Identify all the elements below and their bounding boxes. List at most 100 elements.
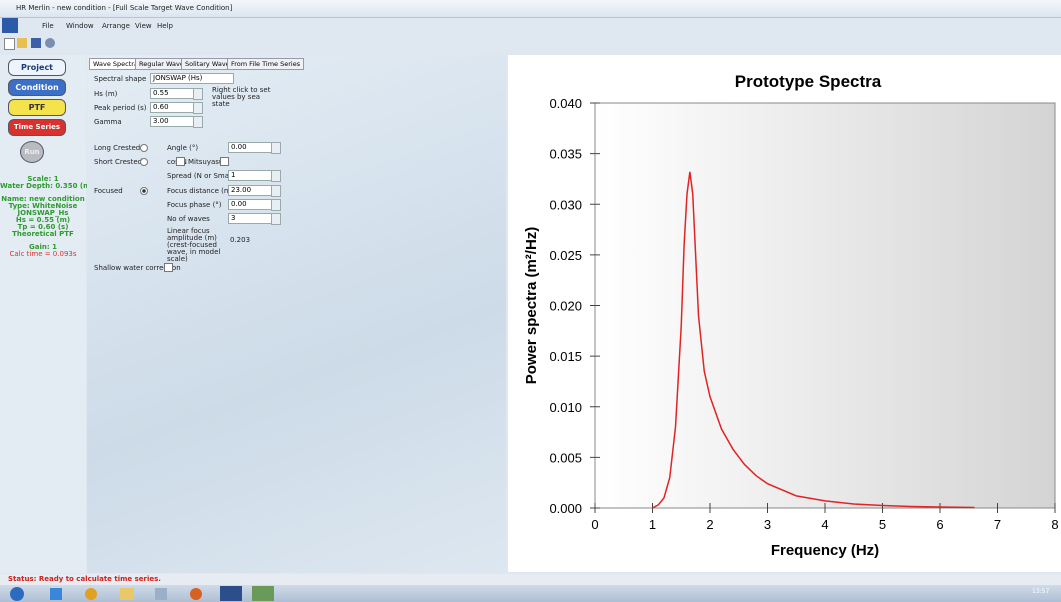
input-box[interactable]: 0.60 [150, 102, 194, 113]
taskbar-app[interactable] [190, 588, 202, 600]
field-label: Focus phase (°) [167, 201, 222, 209]
chart: Prototype Spectra Frequency (Hz) Power spe… [508, 55, 1061, 572]
app-logo [2, 18, 18, 33]
input-box[interactable]: 0.55 [150, 88, 194, 99]
taskbar-app[interactable] [252, 586, 274, 601]
status-text: Status: Ready to calculate time series. [8, 575, 161, 583]
field-label: Shallow water correction [94, 264, 181, 272]
x-tick-label: 0 [591, 517, 598, 532]
calc-time: Calc time = 0.093s [9, 250, 77, 258]
dropdown[interactable]: JONSWAP (Hs) [150, 73, 234, 84]
field-label: Peak period (s) [94, 104, 147, 112]
radio[interactable] [140, 144, 148, 152]
taskbar-app[interactable] [85, 588, 97, 600]
info-text: Name: new condition [1, 195, 85, 203]
info-text: Hs = 0.55 (m) [15, 216, 71, 224]
open-icon[interactable] [17, 38, 27, 48]
x-tick-label: 4 [821, 517, 828, 532]
plot-area [594, 102, 1056, 509]
y-tick-label: 0.025 [549, 248, 582, 263]
field-label: Angle (°) [167, 144, 199, 152]
spinner[interactable] [271, 185, 281, 197]
input-box[interactable]: 3 [228, 213, 272, 224]
status-bar: Status: Ready to calculate time series. [0, 574, 1061, 585]
field-label: 0.203 [230, 236, 251, 244]
taskbar: 13:57 [0, 585, 1061, 602]
save-icon[interactable] [31, 38, 41, 48]
taskbar-app[interactable] [50, 588, 62, 600]
spinner[interactable] [193, 88, 203, 100]
y-tick-label: 0.005 [549, 450, 582, 465]
condition-button[interactable]: Condition [8, 79, 66, 96]
spinner[interactable] [271, 199, 281, 211]
info-text: Tp = 0.60 (s) [17, 223, 69, 231]
y-tick-label: 0.030 [549, 197, 582, 212]
info-text: Gain: 1 [29, 243, 57, 251]
form-panel [87, 55, 506, 573]
time-series-button[interactable]: Time Series [8, 119, 66, 136]
spinner[interactable] [271, 142, 281, 154]
taskbar-app[interactable] [155, 588, 167, 600]
input-box[interactable]: 23.00 [228, 185, 272, 196]
chart-title: Prototype Spectra [735, 72, 882, 91]
x-tick-label: 5 [879, 517, 886, 532]
y-tick-label: 0.020 [549, 299, 582, 314]
info-text: Theoretical PTF [12, 230, 74, 238]
sidebar: Project Condition PTF Time Series Run Sc… [0, 55, 94, 573]
field-label: Mitsuyasu [188, 158, 224, 166]
field-label: Gamma [94, 118, 122, 126]
checkbox[interactable] [164, 263, 173, 272]
menu-bar: File Window Arrange View Help [0, 18, 1061, 34]
input-box[interactable]: 1 [228, 170, 272, 181]
project-button[interactable]: Project [8, 59, 66, 76]
new-icon[interactable] [4, 38, 15, 50]
spectrum-line [652, 171, 975, 509]
spinner[interactable] [271, 213, 281, 225]
x-axis-label: Frequency (Hz) [771, 542, 879, 559]
menu-item[interactable]: Window [66, 22, 94, 30]
field-label: Focused [94, 187, 123, 195]
radio-selected[interactable] [140, 187, 148, 195]
x-tick-label: 3 [764, 517, 771, 532]
start-button[interactable] [10, 587, 24, 601]
info-text: Scale: 1 [27, 175, 59, 183]
x-tick-label: 7 [994, 517, 1001, 532]
x-tick-label: 8 [1051, 517, 1058, 532]
title-bar: HR Merlin - new condition - [Full Scale … [0, 0, 1061, 18]
taskbar-app-active[interactable] [220, 586, 242, 601]
spinner[interactable] [193, 116, 203, 128]
input-box[interactable]: 0.00 [228, 142, 272, 153]
window-title: HR Merlin - new condition - [Full Scale … [16, 4, 233, 12]
input-box[interactable]: 3.00 [150, 116, 194, 127]
y-axis-label: Power spectra (m²/Hz) [523, 227, 540, 385]
field-label: Linear focus amplitude (m) (crest-focuse… [167, 227, 221, 263]
menu-item[interactable]: Help [157, 22, 173, 30]
menu-item[interactable]: Arrange [102, 22, 130, 30]
info-text: JONSWAP_Hs [17, 209, 69, 217]
field-label: Hs (m) [94, 90, 118, 98]
ptf-button[interactable]: PTF [8, 99, 66, 116]
settings-icon[interactable] [45, 38, 55, 48]
field-label: Focus distance (m) [167, 187, 234, 195]
spinner[interactable] [271, 170, 281, 182]
tab[interactable]: Solitary Waves [181, 58, 238, 70]
x-tick-label: 2 [706, 517, 713, 532]
menu-item[interactable]: File [42, 22, 54, 30]
field-label: Spectral shape [94, 75, 147, 83]
radio[interactable] [140, 158, 148, 166]
clock: 13:57 [1032, 588, 1050, 595]
spinner[interactable] [193, 102, 203, 114]
x-tick-label: 1 [649, 517, 656, 532]
tab[interactable]: From File Time Series [227, 58, 305, 70]
info-text: Type: WhiteNoise [8, 202, 78, 210]
taskbar-app[interactable] [120, 588, 134, 600]
menu-item[interactable]: View [135, 22, 152, 30]
info-text: Water Depth: 0.350 (m) [0, 182, 94, 190]
y-tick-label: 0.010 [549, 400, 582, 415]
input-box[interactable]: 0.00 [228, 199, 272, 210]
tab[interactable]: Wave Spectra [89, 58, 142, 70]
checkbox[interactable] [220, 157, 229, 166]
checkbox[interactable] [176, 157, 185, 166]
run-button[interactable]: Run [20, 141, 44, 163]
